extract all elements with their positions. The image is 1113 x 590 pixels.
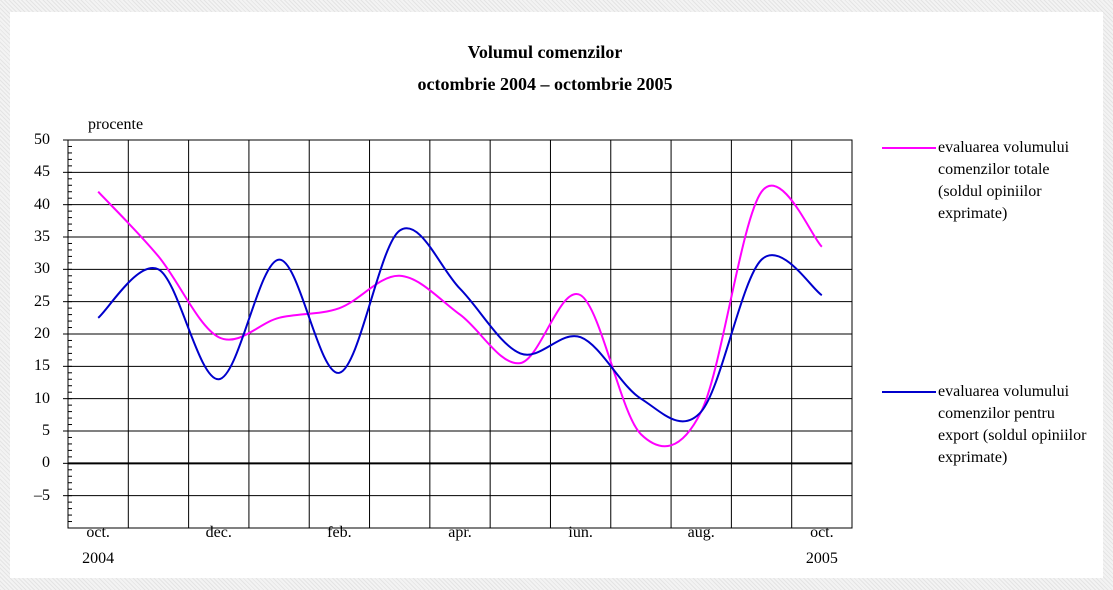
y-tick-label: 35 [34,228,50,245]
x-tick-label: feb. [327,524,352,541]
y-tick-label: 15 [34,357,50,375]
y-tick-label: 45 [34,163,50,181]
x-tick-label: oct. 2005 [805,524,838,567]
y-axis-label: procente [88,116,144,133]
x-tick-label: dec. [205,524,232,541]
y-tick-label: 5 [42,422,50,439]
x-tick-label: aug. [687,524,715,541]
legend-label: evaluarea volumului comenzilor pentru ex… [938,383,1087,466]
legend-label: evaluarea volumului comenzilor totale (s… [938,139,1070,222]
y-tick-label: 30 [34,260,50,278]
chart-title: Volumul comenzilor octombrie 2004 – octo… [417,42,673,94]
x-tick-label: oct. 2004 [82,524,115,567]
series-line [97,184,823,448]
y-tick-label: –5 [34,486,50,504]
y-tick-label: 50 [34,131,50,148]
series-line [97,227,823,423]
y-tick-label: 25 [34,292,50,310]
y-tick-label: 0 [42,454,50,472]
y-tick-label: 10 [34,389,50,407]
y-tick-label: 20 [34,325,50,342]
y-tick-label: 40 [34,195,50,213]
x-tick-label: iun. [568,524,593,541]
x-tick-label: apr. [448,524,472,541]
